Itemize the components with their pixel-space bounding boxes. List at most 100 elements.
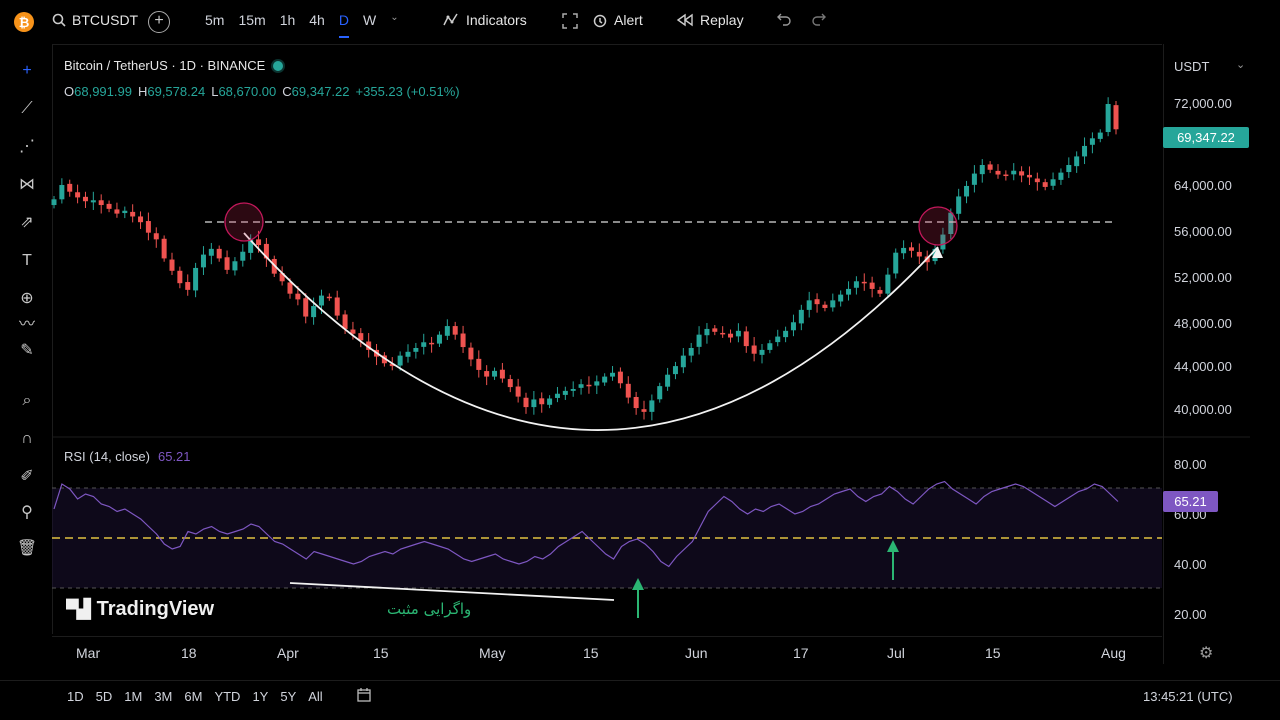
calendar-icon[interactable] <box>356 687 372 707</box>
price-tick: 52,000.00 <box>1174 270 1232 285</box>
settings-gear-icon[interactable]: ⚙ <box>1199 645 1214 662</box>
candle-body <box>1089 138 1095 145</box>
symbol-search[interactable]: BTCUSDT <box>52 12 138 28</box>
interval-d[interactable]: D <box>338 12 349 38</box>
candle-body <box>712 328 718 332</box>
price-tick: 44,000.00 <box>1174 359 1232 374</box>
symbol-label: BTCUSDT <box>72 12 139 28</box>
interval-15m[interactable]: 15m <box>238 12 266 28</box>
indicators-button[interactable]: Indicators <box>442 12 527 28</box>
candle-body <box>987 164 993 170</box>
candle-body <box>98 200 104 206</box>
candle-body <box>539 398 545 405</box>
utc-clock[interactable]: 13:45:21 (UTC) <box>1143 689 1233 704</box>
time-tick: Jul <box>887 645 905 661</box>
candle-body <box>216 248 222 259</box>
interval-more-chevron-icon[interactable]: ⌄ <box>390 12 399 23</box>
candle-body <box>287 282 293 294</box>
candle-body <box>767 343 773 350</box>
brush-icon[interactable]: 〰 <box>18 316 35 333</box>
rsi-tick: 80.00 <box>1174 457 1207 472</box>
breakout-arrow <box>887 540 899 580</box>
magnet-icon[interactable]: ∩ <box>21 430 33 447</box>
range-6m[interactable]: 6M <box>184 689 203 704</box>
pencil-icon[interactable]: ✎ <box>20 342 34 359</box>
price-tick: 48,000.00 <box>1174 316 1232 331</box>
range-1y[interactable]: 1Y <box>252 689 269 704</box>
highlight-circle-left <box>224 202 264 242</box>
alert-button[interactable]: Alert <box>592 12 643 28</box>
rsi-tick: 20.00 <box>1174 607 1207 622</box>
text-icon[interactable]: T <box>22 252 32 269</box>
candle-body <box>240 251 246 261</box>
divergence-line <box>289 582 615 601</box>
candle-body <box>979 165 985 175</box>
chart-pane[interactable] <box>52 44 1162 634</box>
pattern-icon[interactable]: ⋈ <box>19 176 35 193</box>
fib-retracement-icon[interactable]: ⋰ <box>19 138 35 155</box>
candle-body <box>59 185 65 200</box>
candle-body <box>822 304 828 308</box>
candle-body <box>452 326 458 335</box>
candle-body <box>106 203 112 209</box>
compare-symbol-plus-icon[interactable]: + <box>148 11 170 33</box>
trash-icon[interactable]: 🗑 <box>16 540 38 557</box>
crosshair-icon[interactable]: + <box>22 62 32 79</box>
pen-icon[interactable]: ✐ <box>20 468 34 485</box>
candle-body <box>1026 174 1032 178</box>
interval-4h[interactable]: 4h <box>309 12 325 28</box>
trend-line-icon[interactable]: ⟋ <box>21 100 33 117</box>
range-5d[interactable]: 5D <box>95 689 113 704</box>
currency-label[interactable]: USDT <box>1174 59 1210 74</box>
ohlc-values: O68,991.99 H69,578.24 L68,670.00 C69,347… <box>64 84 460 99</box>
rsi-legend[interactable]: RSI (14, close) 65.21 <box>64 449 191 464</box>
candle-body <box>806 300 812 310</box>
candle-body <box>1019 171 1025 176</box>
layout-icon[interactable] <box>561 12 579 35</box>
candle-body <box>1034 178 1040 183</box>
price-tick: 40,000.00 <box>1174 402 1232 417</box>
candle-body <box>436 334 442 344</box>
measure-icon[interactable]: ⊕ <box>20 290 34 307</box>
time-tick: Apr <box>277 645 299 661</box>
price-axis[interactable] <box>1163 44 1280 664</box>
currency-chevron-icon[interactable]: ⌄ <box>1236 59 1246 71</box>
candle-body <box>625 383 631 398</box>
range-3m[interactable]: 3M <box>154 689 173 704</box>
candle-body <box>964 185 970 197</box>
candle-body <box>1066 165 1072 173</box>
zoom-icon[interactable]: ⌕ <box>22 392 32 409</box>
replay-button[interactable]: Replay <box>676 12 744 28</box>
undo-icon[interactable] <box>776 12 792 31</box>
interval-1h[interactable]: 1h <box>279 12 296 28</box>
candle-body <box>995 170 1001 175</box>
date-range-selector: 1D 5D 1M 3M 6M YTD 1Y 5Y All <box>67 689 323 704</box>
candle-body <box>1082 145 1088 157</box>
candle-body <box>177 270 183 284</box>
prediction-icon[interactable]: ⇗ <box>20 214 34 231</box>
candle-body <box>759 349 765 355</box>
range-1m[interactable]: 1M <box>124 689 143 704</box>
range-5y[interactable]: 5Y <box>280 689 297 704</box>
range-1d[interactable]: 1D <box>67 689 84 704</box>
candle-body <box>971 173 977 185</box>
rsi-value: 65.21 <box>157 449 191 464</box>
candle-body <box>130 211 136 217</box>
candle-body <box>531 399 537 408</box>
candle-body <box>413 348 419 352</box>
candle-body <box>444 326 450 336</box>
range-all[interactable]: All <box>308 689 323 704</box>
chart-legend[interactable]: Bitcoin / TetherUS · 1D · BINANCE <box>64 58 284 73</box>
lock-drawings-icon[interactable]: ⚲ <box>21 504 33 521</box>
time-tick: 15 <box>373 645 389 661</box>
interval-5m[interactable]: 5m <box>205 12 225 28</box>
range-ytd[interactable]: YTD <box>214 689 241 704</box>
candle-body <box>185 282 191 290</box>
candle-body <box>90 200 96 203</box>
redo-icon[interactable] <box>811 12 827 31</box>
top-toolbar: ₿ BTCUSDT + 5m 15m 1h 4h D W ⌄ Indicator… <box>0 0 1280 44</box>
interval-w[interactable]: W <box>362 12 377 28</box>
interval-selector: 5m 15m 1h 4h D W ⌄ <box>205 12 399 38</box>
time-axis[interactable] <box>52 636 1162 670</box>
